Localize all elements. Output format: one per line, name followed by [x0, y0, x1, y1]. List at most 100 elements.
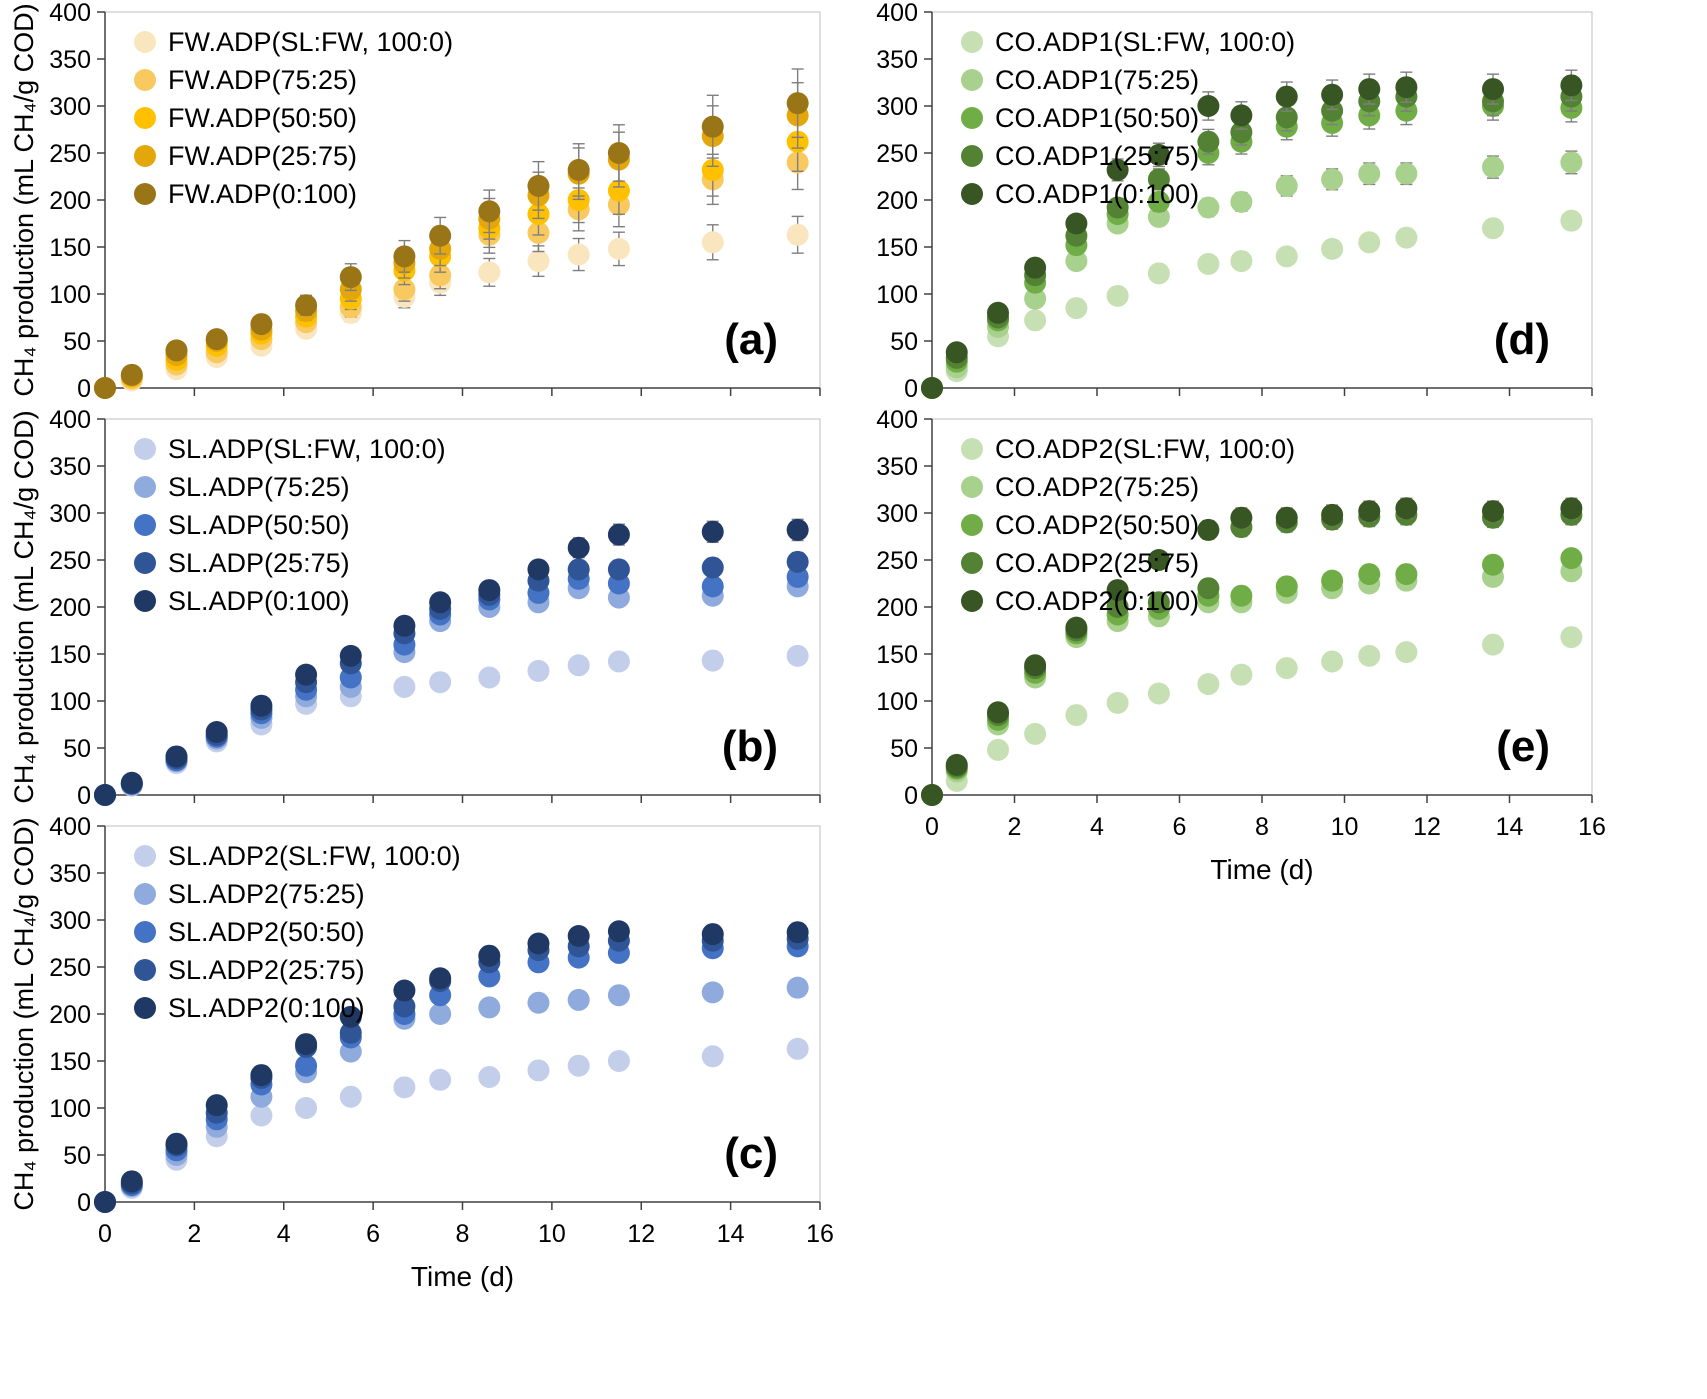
data-point — [429, 224, 452, 247]
y-tick-label: 150 — [49, 1048, 91, 1076]
data-point — [607, 650, 630, 673]
data-point — [1024, 722, 1047, 745]
y-tick-label: 300 — [49, 93, 91, 121]
x-tick-label: 2 — [1008, 813, 1022, 841]
legend-item: CO.ADP1(SL:FW, 100:0) — [961, 27, 1295, 57]
data-point — [120, 363, 143, 386]
data-point — [429, 591, 452, 614]
data-point — [94, 377, 116, 399]
data-point — [1106, 196, 1129, 219]
legend-marker-icon — [961, 31, 983, 53]
data-point — [1482, 156, 1504, 179]
data-point — [567, 654, 590, 677]
y-axis-title: CH₄ production (mL CH₄/g COD) — [9, 817, 39, 1210]
legend-label: SL.ADP2(0:100) — [168, 993, 365, 1023]
legend-b: SL.ADP(SL:FW, 100:0) SL.ADP(75:25) SL.ADP(… — [134, 434, 446, 616]
data-point — [1482, 78, 1504, 101]
data-point — [1197, 95, 1220, 117]
data-point — [701, 556, 724, 579]
data-point — [1024, 654, 1047, 677]
data-point — [701, 115, 724, 138]
legend-label: CO.ADP1(50:50) — [995, 103, 1199, 133]
y-tick-label: 300 — [49, 500, 91, 528]
y-tick-label: 50 — [890, 735, 918, 763]
legend-item: CO.ADP1(0:100) — [961, 179, 1199, 209]
data-point — [1147, 591, 1170, 614]
legend-c: SL.ADP2(SL:FW, 100:0) SL.ADP2(75:25) SL.AD… — [134, 841, 461, 1023]
legend-label: SL.ADP2(25:75) — [168, 955, 365, 985]
axes: 0 50 100 150 200 250 300 350 400 0 2 4 6 8 10 12 14 16 Tim… — [9, 813, 834, 1292]
x-tick-label: 8 — [1255, 813, 1269, 841]
legend-marker-icon — [134, 921, 156, 943]
y-tick-label: 350 — [49, 46, 91, 74]
legend-item: FW.ADP(75:25) — [134, 65, 357, 95]
x-tick-label: 10 — [538, 1220, 566, 1248]
legend-marker-icon — [961, 145, 983, 167]
y-tick-label: 250 — [49, 547, 91, 575]
axes: 0 50 100 150 200 250 300 350 400 0 2 4 6 8 10 12 14 16 Tim… — [876, 406, 1606, 885]
legend-label: SL.ADP2(50:50) — [168, 917, 365, 947]
legend-marker-icon — [134, 69, 156, 91]
data-point — [429, 967, 452, 990]
legend-item: FW.ADP(0:100) — [134, 179, 357, 209]
y-tick-label: 100 — [876, 281, 918, 309]
data-point — [607, 1050, 630, 1072]
y-tick-label: 400 — [876, 406, 918, 434]
y-tick-label: 0 — [904, 782, 918, 810]
series-CO.ADP2(SL:FW, 100:0) — [921, 626, 1583, 806]
data-point — [567, 158, 590, 181]
data-point — [1321, 569, 1344, 592]
data-point — [701, 158, 724, 181]
data-point — [1106, 579, 1129, 602]
data-point — [1065, 212, 1088, 235]
y-tick-label: 350 — [49, 860, 91, 888]
data-point — [786, 976, 809, 999]
x-axis-title: Time (d) — [411, 1261, 514, 1292]
data-point — [1230, 506, 1253, 529]
y-tick-label: 350 — [49, 453, 91, 481]
y-tick-label: 50 — [63, 328, 91, 356]
legend-label: CO.ADP2(25:75) — [995, 548, 1199, 578]
data-point — [701, 923, 724, 946]
series-CO.ADP1(SL:FW, 100:0) — [921, 209, 1583, 399]
data-point — [607, 558, 630, 581]
data-point — [1275, 657, 1298, 680]
data-point — [1358, 563, 1381, 586]
data-point — [1275, 575, 1298, 598]
data-point — [1358, 162, 1381, 185]
y-tick-label: 250 — [49, 140, 91, 168]
y-tick-label: 150 — [49, 641, 91, 669]
data-point — [339, 1085, 362, 1108]
y-tick-label: 0 — [904, 375, 918, 403]
legend-item: CO.ADP2(0:100) — [961, 586, 1199, 616]
data-point — [165, 745, 188, 768]
data-point — [478, 579, 501, 602]
data-point — [393, 1076, 416, 1099]
legend-label: SL.ADP2(75:25) — [168, 879, 365, 909]
legend-label: FW.ADP(50:50) — [168, 103, 357, 133]
data-point — [393, 995, 416, 1018]
y-tick-label: 250 — [49, 954, 91, 982]
data-point — [701, 1045, 724, 1068]
data-point — [1024, 256, 1047, 279]
data-point — [1358, 644, 1381, 667]
data-point — [1358, 78, 1381, 101]
legend-marker-icon — [134, 997, 156, 1019]
data-point — [1482, 633, 1504, 656]
data-point — [1321, 237, 1344, 260]
panel-label-a: (a) — [724, 315, 778, 364]
data-point — [295, 1097, 318, 1119]
data-point — [1230, 250, 1253, 273]
data-point — [1065, 704, 1088, 727]
x-tick-label: 16 — [1578, 813, 1606, 841]
y-tick-label: 400 — [876, 0, 918, 27]
data-point — [1147, 190, 1170, 213]
legend-marker-icon — [961, 107, 983, 129]
data-point — [295, 1054, 318, 1077]
data-point — [1197, 196, 1220, 219]
data-point — [478, 200, 501, 223]
legend-a: FW.ADP(SL:FW, 100:0) FW.ADP(75:25) FW.ADP(… — [134, 27, 453, 209]
